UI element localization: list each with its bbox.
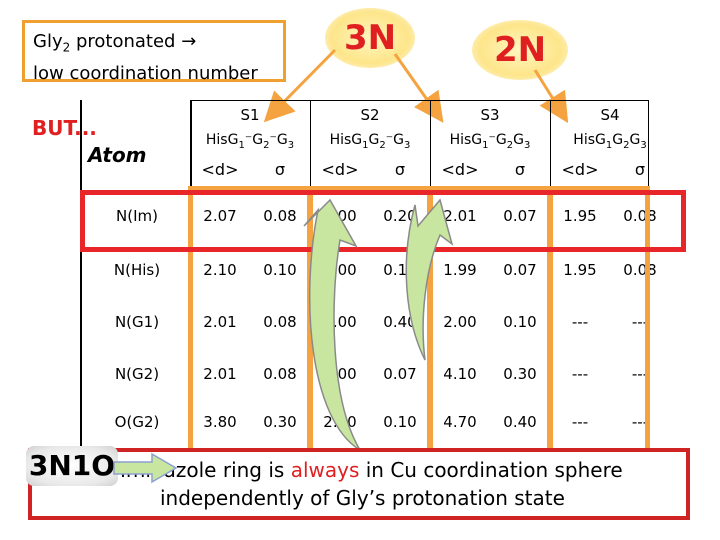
table-cell: 0.08 (263, 365, 297, 383)
badge-2n: 2N (472, 20, 568, 80)
table-cell: 2.00 (443, 313, 477, 331)
table-cell: --- (571, 365, 589, 383)
table-cell: 2.01 (203, 313, 237, 331)
table-cell: 0.20 (383, 207, 417, 225)
system-s2-ligand: HisG1G2⁻G3 (329, 132, 411, 151)
table-cell: 4.70 (443, 413, 477, 431)
table-cell: 1.95 (563, 261, 597, 279)
system-s4-ligand: HisG1G2G3 (573, 132, 647, 151)
row-label: N(Im) (116, 207, 158, 225)
row-label: N(G2) (114, 365, 160, 383)
table-cell: 1.99 (443, 261, 477, 279)
table-cell: 0.08 (263, 313, 297, 331)
title-box: Gly2 protonated → low coordination numbe… (22, 20, 286, 84)
row-label: N(G1) (114, 313, 160, 331)
table-cell: 2.07 (203, 207, 237, 225)
conclusion-box (28, 448, 690, 520)
badge-3n1o: 3N1O (26, 446, 118, 486)
system-s4-name: S4 (600, 106, 620, 124)
curved-arrow-left (303, 198, 361, 451)
table-cell: 0.07 (383, 365, 417, 383)
table-cell: 3.80 (203, 413, 237, 431)
table-cell: 0.30 (263, 413, 297, 431)
conclusion-line-2: independently of Gly’s protonation state (160, 486, 565, 510)
badge-3n: 3N (325, 8, 415, 68)
grid-left (80, 100, 82, 450)
table-cell: --- (631, 365, 649, 383)
system-s1-ligand: HisG1⁻G2⁻G3 (205, 132, 295, 151)
conclusion-line-1: Imidazole ring is always in Cu coordinat… (120, 458, 623, 482)
arrow-3n-right (393, 53, 444, 123)
table-cell: 0.40 (503, 413, 537, 431)
subhead-sigma: σ (514, 160, 526, 179)
atom-header: Atom (88, 143, 147, 167)
subhead-sigma: σ (634, 160, 646, 179)
system-s1-name: S1 (240, 106, 260, 124)
arrow-3n-left (263, 48, 337, 123)
grid-top (190, 100, 648, 101)
subhead-d: <d> (441, 160, 479, 179)
table-cell: 4.10 (443, 365, 477, 383)
subhead-d: <d> (201, 160, 239, 179)
subhead-d: <d> (321, 160, 359, 179)
subhead-d: <d> (561, 160, 599, 179)
system-s2-name: S2 (360, 106, 380, 124)
table-cell: 0.10 (503, 313, 537, 331)
arrow-3n1o (113, 452, 178, 484)
subhead-sigma: σ (274, 160, 286, 179)
row-label: N(His) (113, 261, 161, 279)
table-cell: 2.01 (203, 365, 237, 383)
table-cell: 2.01 (443, 207, 477, 225)
title-line-1: Gly2 protonated → (33, 31, 197, 55)
table-cell: --- (631, 313, 649, 331)
system-s3-name: S3 (480, 106, 500, 124)
arrow-2n (533, 69, 569, 124)
title-line-2: low coordination number (33, 62, 258, 84)
table-cell: 1.95 (563, 207, 597, 225)
table-cell: 0.40 (383, 313, 417, 331)
table-cell: --- (631, 413, 649, 431)
table-cell: 0.07 (503, 261, 537, 279)
table-cell: 2.10 (203, 261, 237, 279)
table-cell: 0.10 (383, 413, 417, 431)
system-s3-ligand: HisG1⁻G2G3 (449, 132, 531, 151)
table-cell: 0.08 (263, 207, 297, 225)
but-label: BUT... (32, 116, 97, 140)
row-label: O(G2) (114, 413, 160, 431)
table-cell: --- (571, 413, 589, 431)
subhead-sigma: σ (394, 160, 406, 179)
table-cell: 0.07 (503, 207, 537, 225)
table-cell: 0.30 (503, 365, 537, 383)
curved-arrow-right (405, 198, 454, 361)
table-cell: 0.10 (263, 261, 297, 279)
highlight-nim-row (80, 190, 686, 252)
table-cell: --- (571, 313, 589, 331)
